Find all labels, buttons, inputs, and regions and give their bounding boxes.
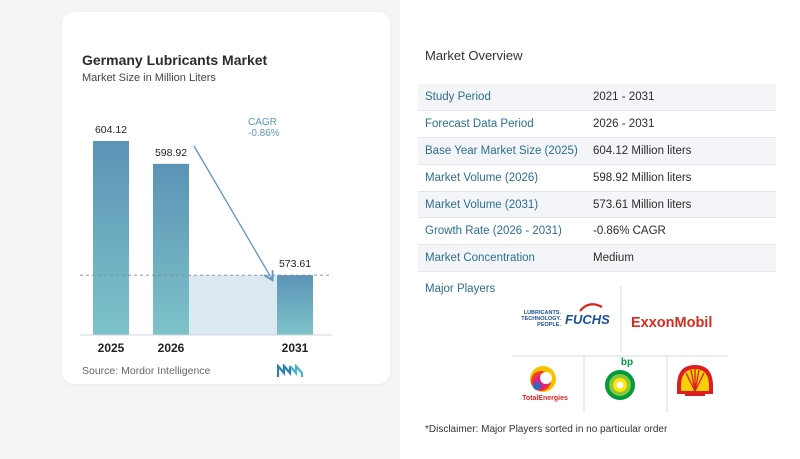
overview-row: Market Volume (2031) 573.61 Million liter…: [418, 191, 776, 219]
fuchs-arc-icon: [579, 303, 603, 312]
overview-label: Study Period: [418, 84, 586, 112]
value-label-2031: 573.61: [279, 258, 311, 270]
chart-subtitle: Market Size in Million Liters: [82, 72, 216, 84]
overview-label: Forecast Data Period: [418, 110, 586, 139]
cagr-value: -0.86%: [248, 128, 280, 139]
totalenergies-logo: TotalEnergies: [522, 366, 568, 402]
bar-2031: [277, 275, 313, 335]
exxonmobil-logo: ExxonMobil: [631, 315, 712, 331]
overview-value: Medium: [586, 244, 776, 273]
disclaimer: *Disclaimer: Major Players sorted in no …: [425, 424, 668, 435]
cagr-label: CAGR: [248, 117, 277, 128]
overview-label: Market Volume (2026): [418, 164, 586, 192]
overview-label: Base Year Market Size (2025): [418, 137, 586, 165]
fuchs-tagline-2: TECHNOLOGY.: [521, 316, 561, 322]
shell-logo: [677, 365, 713, 396]
fuchs-logo: LUBRICANTS. TECHNOLOGY. PEOPLE. FUCHS: [521, 303, 610, 328]
fuchs-tagline-3: PEOPLE.: [537, 322, 561, 328]
category-label-2026: 2026: [158, 341, 185, 355]
exxonmobil-wordmark: ExxonMobil: [631, 315, 712, 331]
overview-value: 2021 - 2031: [586, 84, 776, 112]
overview-table: Study Period 2021 - 2031 Forecast Data Per…: [418, 84, 776, 273]
overview-row: Market Volume (2026) 598.92 Million liter…: [418, 164, 776, 192]
overview-label: Market Concentration: [418, 244, 586, 273]
overview-value: 604.12 Million liters: [586, 137, 776, 165]
bp-wordmark: bp: [621, 357, 633, 368]
source-note: Source: Mordor Intelligence: [82, 365, 211, 377]
overview-row: Forecast Data Period 2026 - 2031: [418, 110, 776, 139]
overview-label: Market Volume (2031): [418, 191, 586, 219]
bp-logo: bp: [605, 357, 635, 400]
bar-2026: [153, 163, 189, 335]
overview-row: Base Year Market Size (2025) 604.12 Milli…: [418, 137, 776, 165]
overview-title: Market Overview: [425, 48, 523, 63]
overview-value: 598.92 Million liters: [586, 164, 776, 192]
chart-title: Germany Lubricants Market: [82, 52, 268, 68]
category-label-2025: 2025: [98, 341, 125, 355]
mordor-logo-icon: [277, 364, 303, 377]
major-players-title: Major Players: [425, 283, 496, 295]
overview-row: Study Period 2021 - 2031: [418, 84, 776, 112]
trend-band: [189, 275, 277, 335]
overview-value: -0.86% CAGR: [586, 217, 776, 246]
value-label-2026: 598.92: [155, 147, 187, 159]
bar-2025: [93, 141, 129, 335]
cagr-arrow: [193, 145, 272, 279]
category-label-2031: 2031: [282, 341, 309, 355]
totalenergies-wordmark: TotalEnergies: [522, 395, 568, 402]
fuchs-wordmark: FUCHS: [565, 312, 610, 327]
overview-value: 573.61 Million liters: [586, 191, 776, 219]
overview-row: Market Concentration Medium: [418, 244, 776, 273]
overview-value: 2026 - 2031: [586, 110, 776, 139]
value-label-2025: 604.12: [95, 124, 127, 136]
fuchs-tagline-1: LUBRICANTS.: [524, 310, 562, 316]
overview-label: Growth Rate (2026 - 2031): [418, 217, 586, 246]
overview-row: Growth Rate (2026 - 2031) -0.86% CAGR: [418, 217, 776, 246]
bar-chart: 604.12 598.92 573.61 2025 2026 2031 CAGR-0.86%: [80, 117, 332, 355]
